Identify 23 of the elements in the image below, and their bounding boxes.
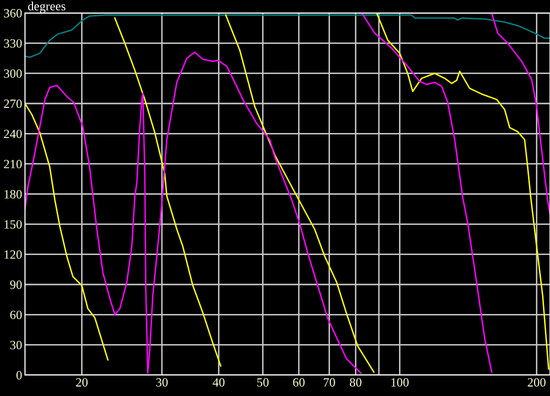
y-tick-label: 270 [4, 100, 22, 108]
y-tick-label: 300 [4, 69, 22, 78]
y-tick-label: 150 [4, 220, 22, 229]
x-tick-label: 30 [156, 378, 168, 387]
y-tick-label: 180 [4, 190, 22, 198]
y-tick-label: 330 [4, 39, 22, 48]
y-tick-label: 30 [10, 340, 22, 350]
x-tick-label: 80 [350, 378, 362, 387]
y-tick-label: 120 [4, 250, 22, 259]
y-tick-label: 240 [4, 130, 22, 138]
x-tick-label: 50 [257, 378, 269, 387]
y-tick-label: 90 [10, 280, 22, 289]
x-tick-label: 20 [76, 378, 88, 387]
x-tick-label: 200 [528, 378, 546, 387]
y-tick-label: 210 [4, 160, 22, 168]
y-tick-label: 360 [4, 9, 22, 18]
x-tick-label: 70 [324, 378, 336, 387]
x-tick-label: 40 [212, 378, 225, 387]
y-tick-label: 60 [10, 310, 22, 320]
y-tick-label: 0 [16, 371, 22, 380]
y-axis-title: degrees [28, 2, 66, 13]
x-tick-label: 60 [293, 378, 305, 387]
x-tick-label: 100 [391, 378, 409, 387]
